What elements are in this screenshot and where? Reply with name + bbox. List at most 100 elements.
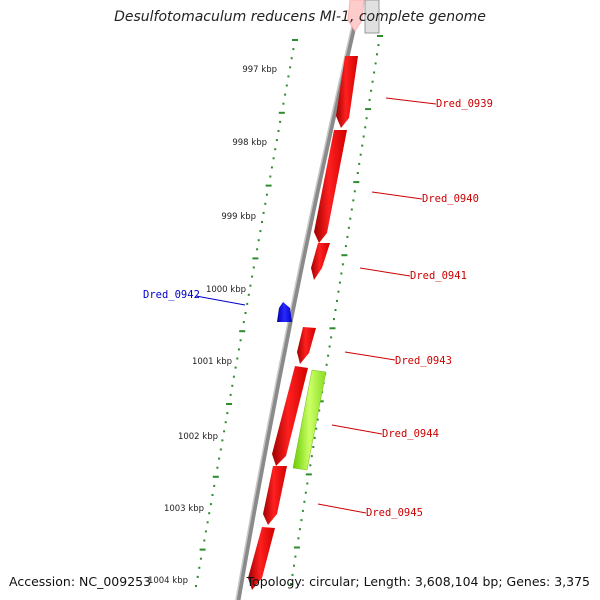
gene-label-dred-0940[interactable]: Dred_0940 bbox=[422, 193, 479, 205]
track-dot bbox=[291, 573, 294, 576]
track-dot bbox=[328, 345, 331, 348]
leader-dred-0939 bbox=[385, 97, 437, 105]
track-dot bbox=[218, 457, 221, 460]
track-dot bbox=[330, 336, 333, 339]
track-dot bbox=[216, 466, 219, 469]
track-dot bbox=[203, 539, 206, 542]
track-dot bbox=[313, 436, 316, 439]
track-dot bbox=[289, 66, 292, 69]
track-dot bbox=[329, 327, 336, 330]
track-dot bbox=[376, 53, 378, 56]
track-dot bbox=[336, 299, 338, 302]
track-dot bbox=[365, 108, 372, 111]
track-dot bbox=[292, 39, 298, 41]
gene-partial-top bbox=[347, 0, 365, 32]
gene-label-dred-0942[interactable]: Dred_0942 bbox=[143, 289, 200, 301]
leader-dred-0944 bbox=[331, 424, 383, 435]
track-dot bbox=[353, 181, 360, 184]
gene-label-dred-0944[interactable]: Dred_0944 bbox=[382, 428, 439, 440]
gene-arrow-dred-0939[interactable] bbox=[336, 56, 358, 128]
track-dot bbox=[256, 248, 259, 251]
track-dot bbox=[300, 519, 303, 522]
track-dot bbox=[350, 208, 353, 211]
gene-arrow-dred-0945[interactable] bbox=[248, 527, 275, 590]
track-dot bbox=[358, 162, 361, 165]
track-dot bbox=[298, 528, 301, 531]
leader-dred-0942 bbox=[195, 295, 246, 306]
gene-partial-top-grey bbox=[364, 0, 380, 34]
inner-dotted-track bbox=[195, 39, 298, 587]
track-dot bbox=[234, 366, 237, 369]
track-dot bbox=[301, 509, 304, 512]
page-title: Desulfotomaculum reducens MI-1, complete… bbox=[114, 9, 486, 25]
gene-arrow-dred-0940[interactable] bbox=[314, 130, 347, 243]
track-dot bbox=[333, 318, 335, 321]
track-dot bbox=[265, 193, 268, 196]
track-dot bbox=[356, 172, 359, 174]
track-dot bbox=[261, 221, 263, 223]
track-dot bbox=[309, 464, 312, 467]
track-dot bbox=[264, 202, 267, 205]
track-dot bbox=[279, 120, 282, 123]
track-dot bbox=[310, 455, 313, 458]
leader-dred-0945 bbox=[317, 503, 367, 514]
gene-arrow-dred-0941[interactable] bbox=[311, 243, 330, 280]
track-dot bbox=[196, 575, 199, 578]
track-dot bbox=[206, 521, 209, 524]
track-dot bbox=[344, 245, 347, 248]
track-dot bbox=[359, 153, 362, 156]
gene-arrow-dred-0944[interactable] bbox=[272, 366, 308, 466]
track-dot bbox=[290, 57, 293, 60]
track-dot bbox=[212, 475, 219, 478]
scale-tick-label: 1002 kbp bbox=[178, 432, 218, 442]
track-dot bbox=[316, 418, 319, 421]
track-dot bbox=[312, 446, 315, 448]
track-dot bbox=[219, 448, 222, 451]
track-dot bbox=[364, 126, 367, 129]
track-dot bbox=[257, 239, 260, 242]
track-dot bbox=[282, 102, 285, 105]
gene-label-dred-0943[interactable]: Dred_0943 bbox=[395, 355, 452, 367]
track-dot bbox=[352, 199, 355, 202]
track-dot bbox=[224, 421, 227, 424]
outer-dotted-track bbox=[290, 35, 383, 585]
gene-arrow-highlight[interactable] bbox=[292, 369, 327, 471]
track-dot bbox=[361, 144, 364, 147]
gene-label-dred-0941[interactable]: Dred_0941 bbox=[410, 270, 467, 282]
track-dot bbox=[262, 211, 265, 214]
track-dot bbox=[306, 482, 309, 485]
track-dot bbox=[221, 439, 224, 442]
track-dot bbox=[198, 566, 201, 569]
track-dot bbox=[349, 217, 352, 220]
track-dot bbox=[231, 384, 234, 387]
gene-label-dred-0945[interactable]: Dred_0945 bbox=[366, 507, 423, 519]
track-dot bbox=[232, 375, 235, 378]
track-dot bbox=[346, 235, 349, 238]
track-dot bbox=[252, 257, 259, 260]
track-dot bbox=[293, 546, 300, 549]
gene-arrow-dred-0942[interactable] bbox=[277, 302, 292, 322]
track-dot bbox=[325, 363, 328, 366]
track-dot bbox=[244, 312, 247, 314]
gene-arrow-dred-0944b[interactable] bbox=[263, 466, 287, 525]
track-dot bbox=[277, 130, 280, 132]
track-dot bbox=[317, 400, 324, 403]
track-dot bbox=[249, 284, 252, 287]
track-dot bbox=[318, 409, 321, 412]
track-dot bbox=[229, 393, 232, 396]
track-dot bbox=[195, 585, 197, 587]
track-dot bbox=[285, 84, 288, 87]
track-dot bbox=[370, 89, 373, 92]
track-dot bbox=[226, 412, 229, 415]
gene-label-dred-0939[interactable]: Dred_0939 bbox=[436, 98, 493, 110]
track-dot bbox=[373, 71, 376, 74]
track-dot bbox=[237, 348, 240, 351]
track-dot bbox=[211, 494, 214, 496]
leader-dred-0943 bbox=[344, 351, 396, 361]
track-dot bbox=[274, 148, 277, 151]
gene-arrow-dred-0943[interactable] bbox=[297, 327, 316, 364]
scale-tick-label: 1003 kbp bbox=[164, 504, 204, 514]
track-dot bbox=[293, 564, 295, 567]
track-dot bbox=[209, 503, 212, 506]
